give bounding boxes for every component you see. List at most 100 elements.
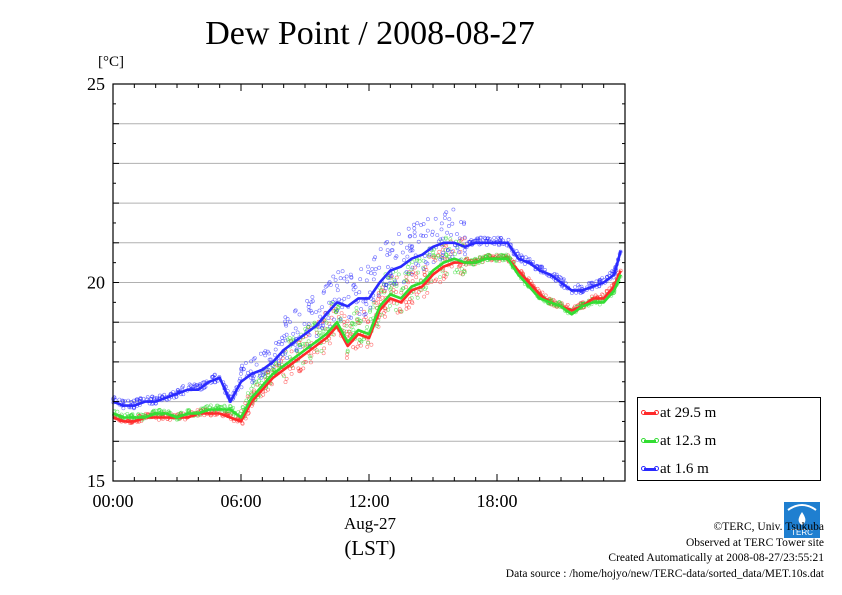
sample-point: [310, 299, 315, 304]
sample-point: [450, 221, 455, 226]
sample-point: [246, 410, 251, 415]
sample-point: [364, 278, 369, 283]
sample-point: [458, 271, 463, 276]
sample-point: [440, 236, 445, 241]
sample-point: [117, 397, 122, 402]
sample-point: [306, 322, 311, 327]
sample-point: [446, 224, 451, 228]
sample-point: [381, 282, 386, 287]
sample-point: [423, 233, 428, 238]
sample-point: [239, 366, 244, 371]
sample-point: [283, 349, 288, 354]
sample-point: [459, 220, 464, 224]
sample-point: [121, 406, 126, 411]
sample-point: [344, 355, 349, 360]
sample-point: [551, 297, 556, 302]
sample-point: [438, 280, 443, 285]
sample-point: [320, 320, 325, 325]
sample-point: [492, 235, 497, 240]
sample-point: [373, 255, 378, 260]
legend-item: at 1.6 m: [641, 458, 709, 480]
legend-swatch: [641, 437, 659, 443]
sample-point: [204, 404, 208, 409]
sample-point: [554, 272, 559, 277]
sample-point: [377, 285, 382, 290]
sample-point: [339, 311, 344, 316]
sample-point: [125, 411, 130, 416]
y-tick-label: 25: [87, 74, 105, 94]
sample-point: [280, 335, 285, 340]
sample-point: [409, 267, 414, 272]
sample-point: [274, 341, 278, 345]
sample-point: [362, 312, 367, 317]
sample-point: [361, 299, 366, 304]
sample-point: [327, 341, 332, 346]
sample-point: [352, 311, 357, 316]
sample-point: [298, 345, 303, 350]
sample-point: [251, 357, 256, 362]
sample-point: [335, 308, 339, 313]
sample-point: [462, 235, 467, 240]
sample-point: [284, 376, 289, 381]
sample-point: [270, 368, 275, 373]
sample-point: [321, 329, 326, 334]
sample-point: [307, 354, 312, 359]
sample-point: [399, 290, 404, 295]
sample-point: [277, 339, 282, 344]
sample-point: [371, 277, 376, 282]
sample-point: [333, 278, 338, 282]
sample-point: [150, 394, 155, 399]
sample-point: [264, 367, 269, 372]
sample-point: [321, 290, 326, 295]
x-tick-label: 00:00: [92, 491, 133, 511]
sample-point: [252, 356, 257, 361]
sample-point: [321, 351, 326, 356]
sample-point: [463, 252, 467, 257]
sample-point: [336, 270, 341, 275]
sample-point: [382, 314, 387, 319]
sample-point: [281, 374, 286, 379]
sample-point: [333, 308, 338, 313]
sample-point: [353, 322, 358, 327]
sample-point: [387, 251, 392, 256]
sample-point: [354, 291, 358, 296]
created-text: Created Automatically at 2008-08-27/23:5…: [608, 552, 824, 564]
sample-point: [268, 357, 273, 362]
sample-point: [344, 274, 349, 279]
sample-point: [293, 342, 298, 347]
sample-point: [496, 235, 500, 240]
sample-point: [123, 399, 127, 404]
sample-point: [391, 241, 396, 246]
sample-point: [523, 255, 528, 260]
sample-point: [330, 300, 335, 304]
sample-point: [289, 349, 294, 354]
sample-point: [379, 312, 384, 317]
sample-point: [349, 275, 354, 279]
sample-point: [401, 280, 406, 285]
sample-point: [345, 352, 350, 357]
sample-point: [198, 383, 202, 388]
sample-point: [297, 312, 302, 317]
sample-point: [416, 270, 420, 275]
sample-point: [345, 319, 350, 324]
sample-point: [412, 230, 417, 235]
sample-point: [380, 295, 385, 300]
sample-point: [145, 395, 150, 400]
sample-point: [372, 257, 377, 262]
sample-point: [240, 421, 245, 426]
sample-point: [293, 326, 298, 331]
sample-point: [332, 297, 337, 302]
sample-point: [283, 319, 287, 324]
y-tick-label: 15: [87, 471, 105, 491]
legend-label: at 1.6 m: [660, 460, 709, 477]
sample-point: [435, 233, 440, 238]
sample-point: [487, 237, 492, 241]
sample-point: [331, 274, 336, 279]
sample-point: [325, 327, 330, 331]
sample-point: [324, 320, 329, 325]
sample-point: [430, 229, 435, 234]
sample-point: [404, 270, 409, 275]
copyright-text: ©TERC, Univ. Tsukuba: [713, 521, 824, 533]
sample-point: [438, 257, 443, 262]
sample-point: [442, 216, 447, 221]
